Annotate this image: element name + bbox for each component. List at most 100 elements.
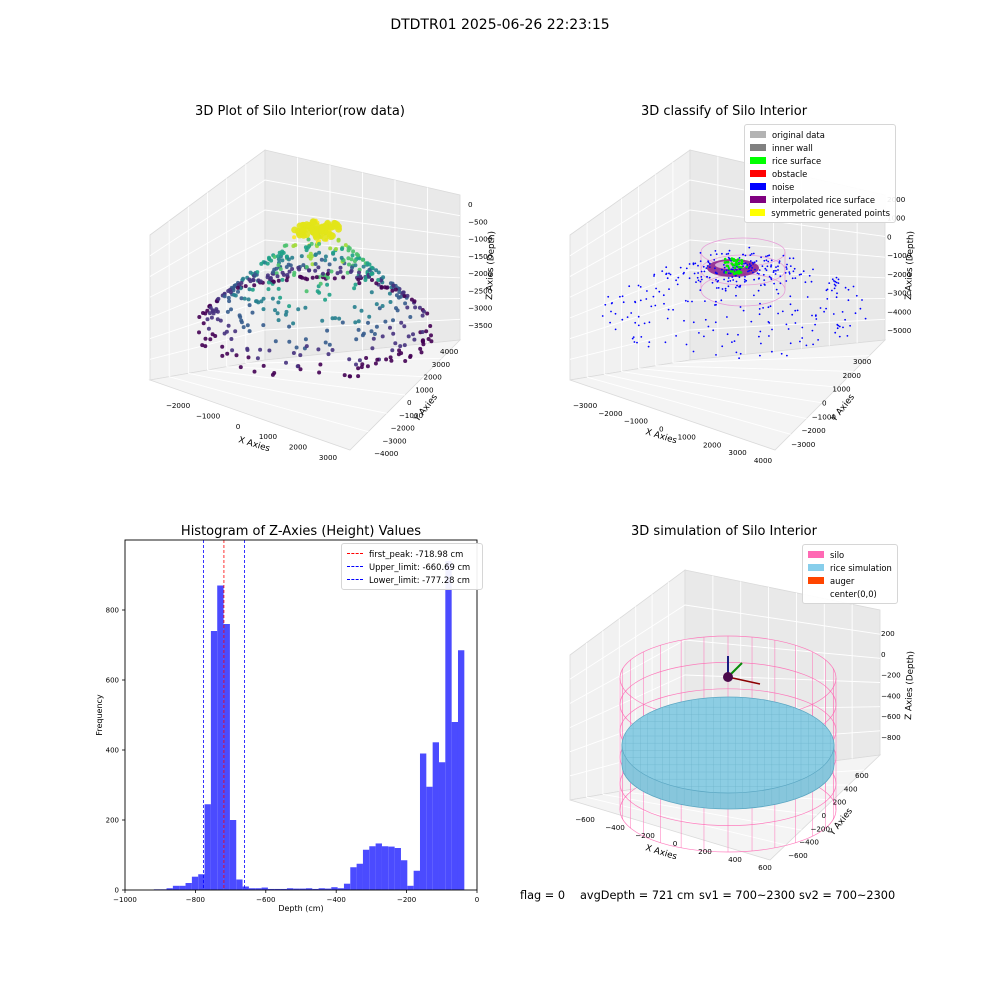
histogram-bar — [210, 631, 218, 890]
histogram-bar — [413, 870, 420, 890]
classify-grid — [569, 156, 886, 435]
classify-y-tick: 2000 — [843, 371, 862, 380]
raw-y-tick: 4000 — [440, 347, 459, 356]
raw-y-tick: −4000 — [374, 449, 399, 458]
histogram-y-ticks: 0 200 400 600 800 — [106, 607, 125, 895]
histogram-bar — [261, 887, 268, 890]
legend-swatch — [808, 551, 824, 558]
simulation-y-tick: −400 — [799, 838, 819, 847]
raw-grid — [149, 157, 461, 433]
legend-line-swatch — [347, 553, 363, 554]
histogram-x-tick: −800 — [186, 896, 205, 904]
classify-y-tick: −1000 — [812, 412, 837, 421]
classify-y-tick: 0 — [822, 399, 827, 408]
raw-z-tick: −1000 — [468, 235, 493, 244]
classify-x-tick: 3000 — [728, 448, 747, 457]
classify-plot-title: 3D classify of Silo Interior — [640, 104, 808, 119]
legend-line-swatch — [347, 579, 363, 580]
classify-z-tick: −2000 — [887, 270, 912, 279]
classify-legend: original data inner wall rice surface obsta… — [744, 124, 896, 223]
classify-x-tick: 0 — [659, 425, 664, 434]
histogram-bar — [331, 887, 338, 890]
histogram-title: Histogram of Z-Axies (Height) Values — [180, 524, 422, 539]
simulation-x-tick: 600 — [758, 863, 772, 872]
histogram-bar — [198, 874, 205, 890]
histogram-x-tick: −400 — [327, 896, 346, 904]
histogram-bar — [305, 888, 313, 890]
histogram-legend: first_peak: -718.98 cm Upper_limit: -660.… — [341, 543, 483, 590]
histogram-x-tick: −600 — [256, 896, 275, 904]
legend-entry: Lower_limit: -777.28 cm — [347, 573, 477, 586]
histogram-bar — [217, 585, 224, 890]
histogram-bar — [445, 561, 452, 890]
classify-x-tick: −2000 — [598, 409, 623, 418]
legend-entry: rice surface — [750, 154, 890, 167]
simulation-x-tick: 400 — [728, 855, 742, 864]
figure-title: DTDTR01 2025-06-26 22:23:15 — [390, 17, 610, 33]
histogram-x-tick: −200 — [397, 896, 416, 904]
histogram-bar — [293, 888, 300, 890]
legend-entry: auger — [808, 574, 892, 587]
histogram-bar — [369, 846, 376, 890]
sv1-text: sv1 = 700~2300 — [699, 889, 796, 902]
histogram-bar — [179, 885, 186, 890]
raw-points — [197, 218, 434, 379]
histogram-x-tick: 0 — [475, 896, 479, 904]
simulation-legend: silo rice simulation auger center(0,0) — [802, 544, 898, 604]
histogram-bar — [419, 753, 427, 890]
histogram-bar — [362, 849, 370, 890]
legend-label: original data — [772, 129, 825, 140]
raw-y-tick: −2000 — [391, 424, 416, 433]
histogram-bar — [299, 888, 306, 890]
sv2-text: sv2 = 700~2300 — [799, 889, 896, 902]
histogram-bars — [153, 561, 465, 890]
simulation-z-tick: −400 — [881, 691, 901, 700]
simulation-3d-plot[interactable]: −600 −400 −200 0 200 400 600 −600 −400 −200 0 200 4… — [565, 560, 945, 880]
simulation-z-ticks: 200 0 −200 −400 −600 −800 — [881, 629, 901, 742]
simulation-x-ticks: −600 −400 −200 0 200 400 600 — [575, 815, 772, 872]
raw-z-tick: −500 — [468, 217, 488, 226]
legend-entry: rice simulation — [808, 561, 892, 574]
simulation-z-tick: −800 — [881, 733, 901, 742]
raw-x-tick: 0 — [236, 422, 241, 431]
raw-z-tick: −3500 — [468, 321, 493, 330]
legend-entry: Upper_limit: -660.69 cm — [347, 560, 477, 573]
simulation-y-tick: −600 — [788, 851, 808, 860]
histogram-bar — [236, 879, 243, 890]
histogram-bar — [432, 742, 439, 890]
legend-label: silo — [830, 549, 845, 560]
legend-entry: inner wall — [750, 141, 890, 154]
raw-y-tick: 2000 — [424, 373, 443, 382]
histogram-chart[interactable]: −1000 −800 −600 −400 −200 0 0 200 400 600 800 Dep… — [80, 535, 490, 915]
histogram-vlines — [202, 540, 245, 890]
legend-entry: center(0,0) — [808, 587, 892, 600]
simulation-y-tick: 200 — [833, 798, 847, 807]
histogram-bar — [356, 863, 363, 890]
classify-z-tick: 2000 — [887, 195, 906, 204]
histogram-bar — [274, 888, 281, 890]
legend-swatch — [750, 196, 766, 203]
legend-label: Lower_limit: -777.28 cm — [369, 574, 470, 585]
classify-z-tick: −3000 — [887, 289, 912, 298]
raw-y-tick: 1000 — [415, 385, 434, 394]
raw-y-tick: −1000 — [399, 411, 424, 420]
legend-label: center(0,0) — [830, 588, 877, 599]
classify-z-tick: −4000 — [887, 307, 912, 316]
simulation-y-ticks: −600 −400 −200 0 200 400 600 — [788, 771, 869, 860]
histogram-bar — [457, 650, 465, 890]
histogram-bar — [312, 888, 319, 890]
raw-x-ticks: −2000 −1000 0 1000 2000 3000 — [166, 401, 338, 462]
simulation-z-tick: −200 — [881, 671, 901, 680]
avg-depth-text: avgDepth = 721 cm — [580, 889, 695, 902]
histogram-bar — [388, 846, 395, 890]
simulation-x-tick: −400 — [605, 823, 625, 832]
histogram-bar — [400, 860, 408, 890]
histogram-bar — [350, 867, 357, 890]
simulation-z-tick: 200 — [881, 629, 895, 638]
histogram-bar — [318, 888, 325, 890]
auger — [723, 656, 761, 685]
histogram-bar — [324, 888, 332, 890]
histogram-bar — [267, 888, 275, 890]
